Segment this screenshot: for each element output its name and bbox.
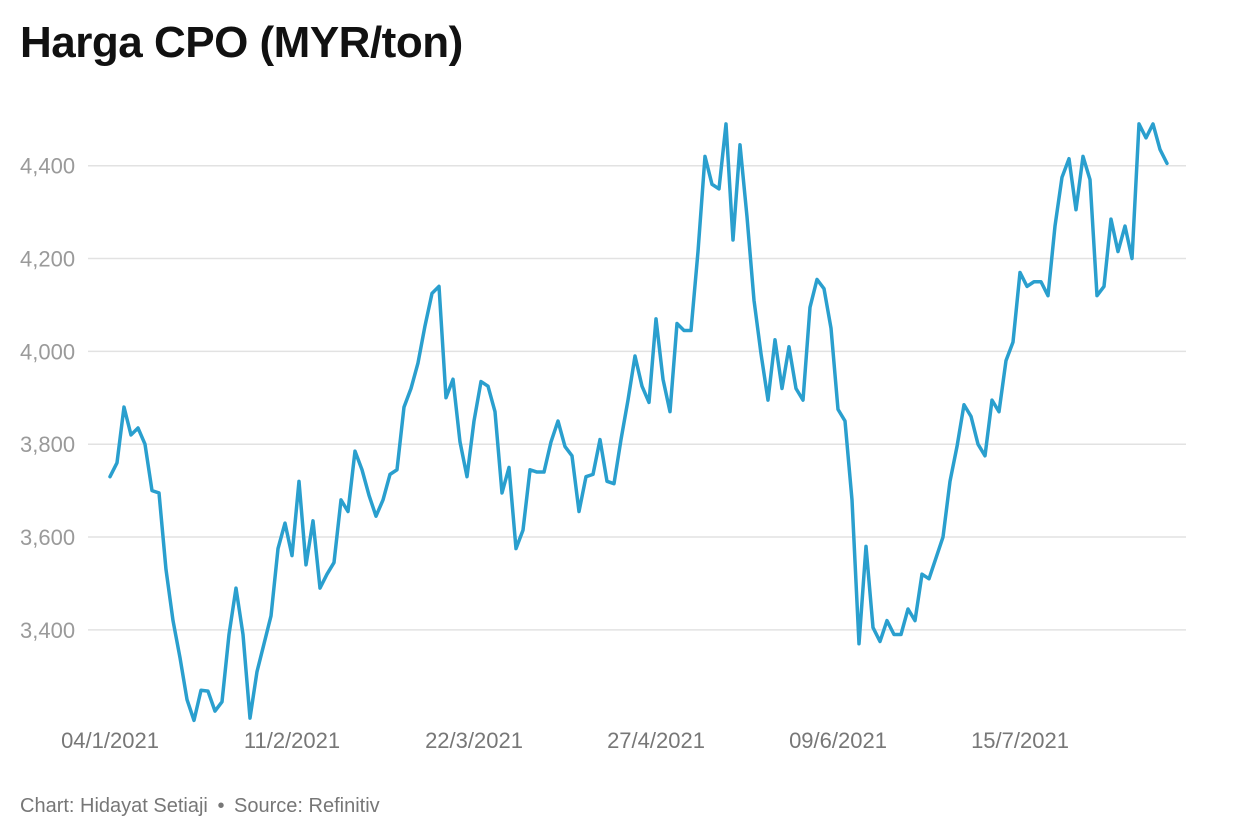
chart-source: Source: Refinitiv: [234, 795, 380, 817]
y-axis-ticks: 3,400 3,600 3,800 4,000 4,200 4,400: [20, 154, 75, 643]
chart-footer: Chart: Hidayat Setiaji • Source: Refinit…: [20, 795, 380, 818]
y-tick-label: 3,400: [20, 618, 75, 643]
x-tick-label: 15/7/2021: [971, 728, 1069, 753]
y-tick-label: 4,200: [20, 247, 75, 272]
x-tick-label: 22/3/2021: [425, 728, 523, 753]
x-tick-label: 04/1/2021: [61, 728, 159, 753]
footer-separator: •: [217, 795, 225, 817]
series-line: [108, 122, 1169, 723]
x-tick-label: 27/4/2021: [607, 728, 705, 753]
grid-lines: [88, 164, 1186, 631]
y-tick-label: 4,000: [20, 339, 75, 364]
chart-credit: Chart: Hidayat Setiaji: [20, 795, 208, 817]
y-tick-label: 4,400: [20, 154, 75, 179]
x-axis-ticks: 04/1/2021 11/2/2021 22/3/2021 27/4/2021 09/6…: [61, 728, 1069, 753]
x-tick-label: 11/2/2021: [244, 728, 340, 753]
chart-title: Harga CPO (MYR/ton): [20, 18, 463, 67]
y-tick-label: 3,600: [20, 525, 75, 550]
x-tick-label: 09/6/2021: [789, 728, 887, 753]
y-tick-label: 3,800: [20, 432, 75, 457]
